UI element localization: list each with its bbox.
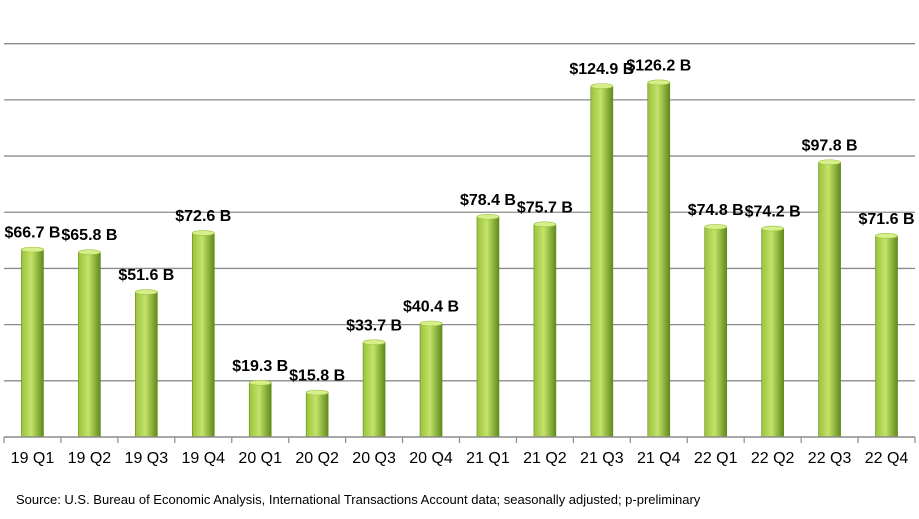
bar-top-cap [818,159,841,166]
bar-top-cap [704,224,728,230]
x-tick-label: 22 Q3 [808,450,852,467]
x-tick-label: 20 Q3 [352,450,396,467]
bar-21-q4 [647,82,671,438]
data-label: $72.6 B [175,208,231,225]
x-tick-label: 19 Q1 [11,450,55,467]
bar-top-cap [135,289,158,295]
bar-20-q4 [419,323,443,438]
bar-top-cap [78,249,101,255]
bars [21,79,898,438]
bar-19-q4 [191,232,215,438]
bar-19-q2 [78,251,101,438]
bar-21-q2 [533,224,557,438]
x-tick-label: 22 Q1 [694,450,738,467]
data-label: $40.4 B [403,299,459,316]
bar-22-q4 [875,235,898,438]
data-label: $66.7 B [4,225,60,242]
x-tick-label: 20 Q2 [295,450,339,467]
x-tick-label: 21 Q1 [466,450,510,467]
bar-19-q1 [21,249,44,438]
data-label: $15.8 B [289,368,345,385]
bar-top-cap [875,233,898,239]
bar-top-cap [248,379,272,386]
x-tick-label: 19 Q3 [125,450,169,467]
data-labels: $66.7 B $65.8 B $51.6 B $72.6 B $19.3 B$15.8… [4,57,914,384]
data-label: $19.3 B [232,358,288,375]
data-label: $51.6 B [118,267,174,284]
bar-20-q3 [362,342,386,438]
bar-top-cap [419,320,443,327]
x-tick-label: 22 Q2 [751,450,795,467]
bar-top-cap [305,389,329,396]
x-tick-label: 21 Q2 [523,450,567,467]
bar-21-q3 [590,85,614,438]
data-label: $65.8 B [61,227,117,244]
bar-top-cap [21,246,44,253]
data-label: $97.8 B [802,137,858,154]
bar-22-q3 [818,161,841,438]
data-label: $74.8 B [688,202,744,219]
x-tick-label: 21 Q3 [580,450,624,467]
bar-top-cap [647,79,671,86]
bar-top-cap [761,225,784,232]
data-label: $71.6 B [859,211,915,228]
bar-22-q2 [761,228,784,438]
data-label: $124.9 B [569,61,634,78]
data-label: $33.7 B [346,317,402,334]
bar-top-cap [191,230,215,236]
x-tick-label: 21 Q4 [637,450,681,467]
source-note: Source: U.S. Bureau of Economic Analysis… [16,492,701,507]
x-tick-label: 19 Q4 [181,450,225,467]
bar-top-cap [590,83,614,89]
bar-22-q1 [704,226,728,438]
bar-19-q3 [135,291,158,438]
x-tick-labels: 19 Q1 19 Q2 19 Q3 19 Q4 20 Q1 20 Q2 20 Q3 20 Q4… [11,450,909,467]
x-tick-label: 20 Q1 [238,450,282,467]
data-label: $126.2 B [626,57,691,74]
x-tick-label: 19 Q2 [68,450,112,467]
data-label: $74.2 B [745,204,801,221]
bar-20-q1 [248,382,272,438]
x-axis [3,436,916,443]
bar-top-cap [476,213,500,220]
bar-20-q2 [305,392,329,438]
x-tick-label: 22 Q4 [865,450,909,467]
data-label: $75.7 B [517,199,573,216]
bar-top-cap [362,339,386,346]
data-label: $78.4 B [460,192,516,209]
x-tick-label: 20 Q4 [409,450,453,467]
bar-21-q1 [476,216,500,438]
bar-top-cap [533,221,557,228]
